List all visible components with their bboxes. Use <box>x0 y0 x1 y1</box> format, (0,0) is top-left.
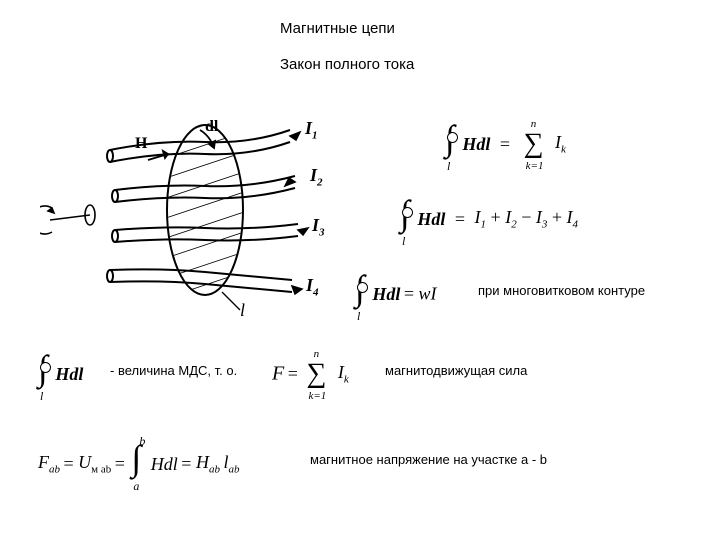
formula-F: F = n ∑ k=1 Ik <box>272 350 349 398</box>
formula-total-current: ∫ l Hdl = n ∑ k=1 Ik <box>445 120 566 168</box>
formula-wI: ∫ l Hdl = wI <box>355 270 437 318</box>
label-dl: dl <box>205 118 218 136</box>
label-voltage: магнитное напряжение на участке a - b <box>310 452 547 467</box>
label-I2: I2 <box>310 165 323 189</box>
label-mmf: магнитодвижущая сила <box>385 363 527 378</box>
formula-Fab: Fab = Uм ab = ∫ a b Hdl = Hab lab <box>38 440 239 488</box>
page-title: Магнитные цепи <box>280 20 395 37</box>
label-I3: I3 <box>312 215 325 239</box>
label-l: l <box>240 300 245 321</box>
label-I4: I4 <box>306 275 319 299</box>
label-multiwinding: при многовитковом контуре <box>478 283 645 298</box>
formula-currents-sum: ∫ l Hdl = I1 + I2 − I3 + I4 <box>400 195 578 243</box>
formula-mds-integral: ∫ l Hdl <box>38 350 83 398</box>
page-subtitle: Закон полного тока <box>280 56 414 73</box>
field-diagram: H dl l I1 I2 I3 I4 <box>40 100 340 330</box>
label-H: H <box>135 135 147 153</box>
label-I1: I1 <box>305 118 318 142</box>
page: Магнитные цепи Закон полного тока <box>0 0 720 540</box>
label-mds: - величина МДС, т. о. <box>110 363 237 378</box>
